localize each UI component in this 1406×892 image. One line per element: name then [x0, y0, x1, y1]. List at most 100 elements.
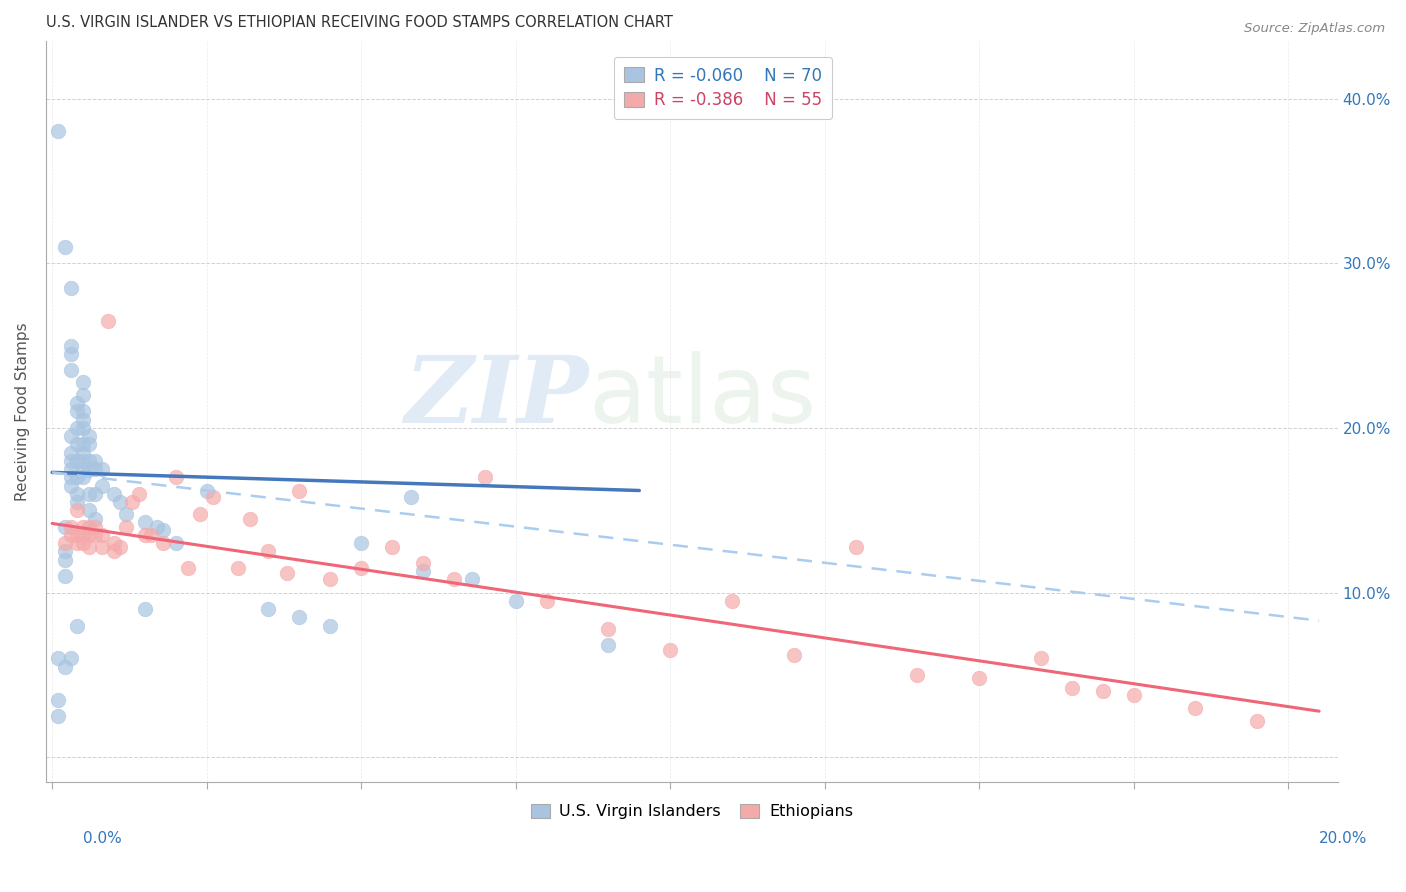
- Point: [77, 540, 100, 554]
- Point: [134, 602, 156, 616]
- Point: [399, 490, 422, 504]
- Point: [257, 602, 280, 616]
- Point: [66, 396, 89, 410]
- Text: U.S. VIRGIN ISLANDER VS ETHIOPIAN RECEIVING FOOD STAMPS CORRELATION CHART: U.S. VIRGIN ISLANDER VS ETHIOPIAN RECEIV…: [46, 15, 673, 30]
- Point: [152, 523, 174, 537]
- Point: [84, 454, 107, 468]
- Point: [77, 528, 100, 542]
- Point: [412, 564, 434, 578]
- Point: [53, 552, 76, 566]
- Point: [53, 536, 76, 550]
- Point: [190, 507, 212, 521]
- Point: [72, 470, 94, 484]
- Point: [66, 421, 89, 435]
- Point: [1246, 714, 1268, 728]
- Point: [66, 437, 89, 451]
- Point: [59, 528, 82, 542]
- Point: [319, 573, 342, 587]
- Point: [72, 388, 94, 402]
- Point: [257, 544, 280, 558]
- Point: [84, 511, 107, 525]
- Point: [97, 314, 120, 328]
- Point: [177, 561, 200, 575]
- Point: [46, 709, 69, 723]
- Point: [905, 668, 928, 682]
- Point: [783, 648, 806, 663]
- Point: [46, 651, 69, 665]
- Point: [59, 363, 82, 377]
- Point: [72, 445, 94, 459]
- Point: [134, 528, 156, 542]
- Point: [66, 536, 89, 550]
- Point: [66, 503, 89, 517]
- Point: [1091, 684, 1114, 698]
- Point: [66, 487, 89, 501]
- Point: [115, 520, 138, 534]
- Point: [90, 478, 112, 492]
- Point: [412, 556, 434, 570]
- Point: [721, 594, 744, 608]
- Point: [103, 536, 125, 550]
- Point: [77, 503, 100, 517]
- Text: ZIP: ZIP: [404, 351, 589, 442]
- Point: [598, 638, 620, 652]
- Point: [90, 540, 112, 554]
- Point: [201, 490, 224, 504]
- Point: [72, 437, 94, 451]
- Point: [84, 528, 107, 542]
- Point: [72, 520, 94, 534]
- Point: [53, 544, 76, 558]
- Point: [536, 594, 558, 608]
- Point: [77, 437, 100, 451]
- Text: 20.0%: 20.0%: [1319, 831, 1367, 846]
- Point: [66, 495, 89, 509]
- Point: [276, 566, 298, 580]
- Point: [115, 507, 138, 521]
- Point: [66, 528, 89, 542]
- Point: [128, 487, 150, 501]
- Point: [1060, 681, 1083, 695]
- Point: [72, 462, 94, 476]
- Point: [59, 445, 82, 459]
- Point: [288, 483, 311, 498]
- Point: [381, 540, 404, 554]
- Point: [77, 520, 100, 534]
- Point: [1184, 701, 1206, 715]
- Point: [72, 536, 94, 550]
- Point: [53, 520, 76, 534]
- Point: [1122, 688, 1144, 702]
- Point: [146, 520, 169, 534]
- Point: [53, 240, 76, 254]
- Point: [77, 462, 100, 476]
- Point: [108, 495, 131, 509]
- Point: [152, 536, 174, 550]
- Point: [461, 573, 484, 587]
- Point: [59, 429, 82, 443]
- Point: [239, 511, 262, 525]
- Point: [66, 454, 89, 468]
- Point: [59, 338, 82, 352]
- Point: [350, 536, 373, 550]
- Point: [59, 281, 82, 295]
- Point: [288, 610, 311, 624]
- Point: [350, 561, 373, 575]
- Point: [46, 692, 69, 706]
- Point: [59, 454, 82, 468]
- Point: [59, 470, 82, 484]
- Legend: U.S. Virgin Islanders, Ethiopians: U.S. Virgin Islanders, Ethiopians: [523, 796, 860, 828]
- Point: [598, 622, 620, 636]
- Point: [103, 487, 125, 501]
- Text: atlas: atlas: [589, 351, 817, 442]
- Point: [121, 495, 143, 509]
- Point: [59, 651, 82, 665]
- Point: [72, 528, 94, 542]
- Point: [53, 569, 76, 583]
- Point: [195, 483, 218, 498]
- Point: [46, 124, 69, 138]
- Point: [53, 659, 76, 673]
- Point: [90, 528, 112, 542]
- Point: [59, 478, 82, 492]
- Point: [84, 520, 107, 534]
- Text: 0.0%: 0.0%: [83, 831, 122, 846]
- Text: Source: ZipAtlas.com: Source: ZipAtlas.com: [1244, 22, 1385, 36]
